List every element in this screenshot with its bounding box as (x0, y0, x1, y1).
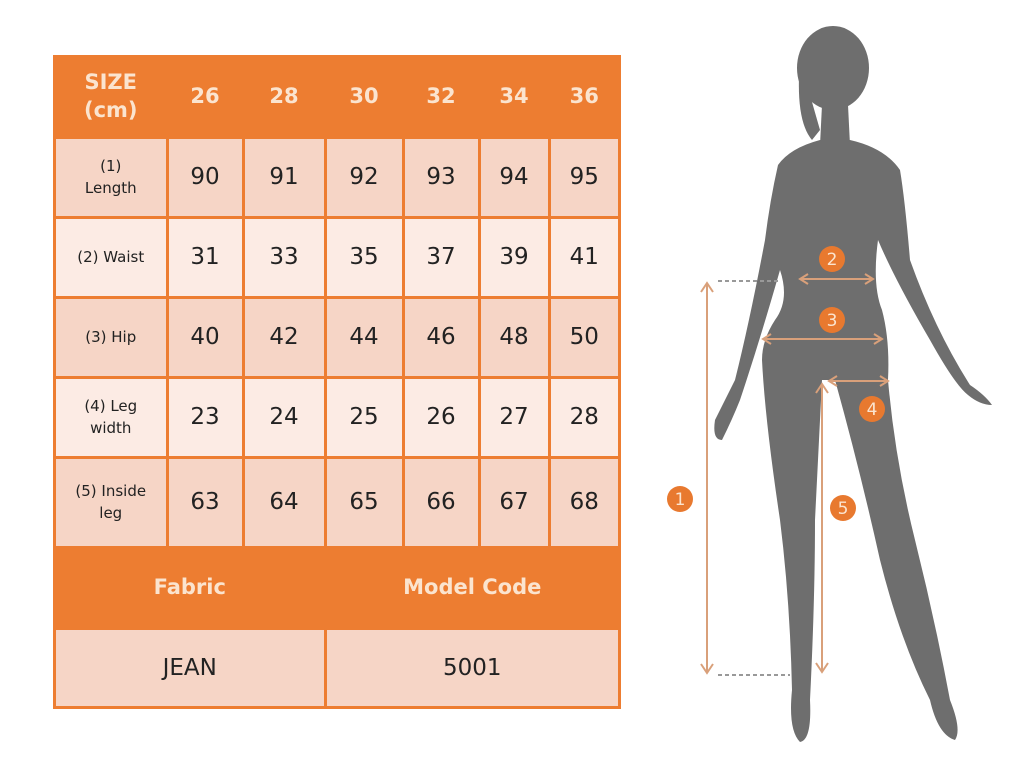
table-cell: 65 (326, 458, 402, 546)
table-cell: 27 (480, 378, 548, 456)
marker-circle (859, 396, 885, 422)
row-label: (4) Leg width (56, 378, 166, 456)
table-cell: 94 (480, 138, 548, 216)
silhouette (714, 26, 992, 742)
marker-circle (667, 486, 693, 512)
table-cell: 63 (168, 458, 242, 546)
table-cell: 95 (550, 138, 618, 216)
row-label: (5) Inside leg (56, 458, 166, 546)
table-cell: 93 (404, 138, 478, 216)
table-cell: 41 (550, 218, 618, 296)
size-column-header: 30 (326, 58, 402, 136)
table-cell: 67 (480, 458, 548, 546)
size-chart-table: SIZE (cm) 26 28 30 32 34 36 (1) Length 90 91 92 93 9… (53, 55, 621, 709)
table-cell: 28 (550, 378, 618, 456)
measurement-arrows (700, 273, 890, 676)
model-code-value: 5001 (326, 629, 618, 706)
table-cell: 92 (326, 138, 402, 216)
table-cell: 37 (404, 218, 478, 296)
table-cell: 44 (326, 298, 402, 376)
fabric-value: JEAN (56, 629, 324, 706)
marker-label: 4 (867, 400, 878, 420)
table-cell: 46 (404, 298, 478, 376)
table-cell: 50 (550, 298, 618, 376)
table-cell: 35 (326, 218, 402, 296)
table-cell: 68 (550, 458, 618, 546)
table-cell: 48 (480, 298, 548, 376)
table-cell: 40 (168, 298, 242, 376)
marker-label: 3 (827, 311, 838, 331)
table-cell: 25 (326, 378, 402, 456)
marker-circle (819, 246, 845, 272)
row-label: (1) Length (56, 138, 166, 216)
table-cell: 91 (244, 138, 324, 216)
marker-circle (819, 307, 845, 333)
table-cell: 42 (244, 298, 324, 376)
table-cell: 66 (404, 458, 478, 546)
marker-label: 2 (827, 250, 838, 270)
size-column-header: 32 (404, 58, 478, 136)
table-cell: 23 (168, 378, 242, 456)
table-cell: 64 (244, 458, 324, 546)
size-column-header: 26 (168, 58, 242, 136)
marker-label: 5 (838, 499, 849, 519)
table-cell: 39 (480, 218, 548, 296)
size-column-header: 36 (550, 58, 618, 136)
table-cell: 90 (168, 138, 242, 216)
marker-circle (830, 495, 856, 521)
size-column-header: 34 (480, 58, 548, 136)
row-label: (2) Waist (56, 218, 166, 296)
table-cell: 33 (244, 218, 324, 296)
fabric-header: Fabric (56, 548, 324, 627)
table-cell: 26 (404, 378, 478, 456)
marker-label: 1 (675, 490, 686, 510)
table-cell: 31 (168, 218, 242, 296)
table-cell: 24 (244, 378, 324, 456)
size-header: SIZE (cm) (56, 58, 166, 136)
model-code-header: Model Code (326, 548, 618, 627)
row-label: (3) Hip (56, 298, 166, 376)
size-column-header: 28 (244, 58, 324, 136)
